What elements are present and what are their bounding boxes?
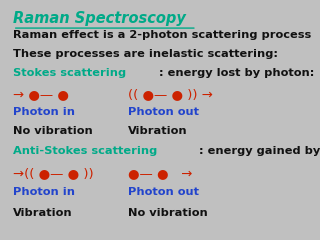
- Text: ●— ●   →: ●— ● →: [128, 167, 192, 180]
- Text: No vibration: No vibration: [13, 126, 92, 136]
- Text: Photon in: Photon in: [13, 187, 75, 197]
- Text: These processes are inelastic scattering:: These processes are inelastic scattering…: [13, 49, 278, 59]
- Text: Raman effect is a 2-photon scattering process: Raman effect is a 2-photon scattering pr…: [13, 30, 311, 40]
- Text: Vibration: Vibration: [13, 208, 72, 218]
- Text: Photon out: Photon out: [128, 187, 199, 197]
- Text: Photon out: Photon out: [128, 107, 199, 117]
- Text: Vibration: Vibration: [128, 126, 188, 136]
- Text: Photon in: Photon in: [13, 107, 75, 117]
- Text: →(( ●— ● )): →(( ●— ● )): [13, 167, 93, 180]
- Text: → ●— ●: → ●— ●: [13, 88, 69, 101]
- Text: No vibration: No vibration: [128, 208, 208, 218]
- Text: (( ●— ● )) →: (( ●— ● )) →: [128, 88, 213, 101]
- Text: Stokes scattering: Stokes scattering: [13, 68, 126, 78]
- Text: : energy gained by photon:: : energy gained by photon:: [199, 146, 320, 156]
- Text: Anti-Stokes scattering: Anti-Stokes scattering: [13, 146, 157, 156]
- Text: : energy lost by photon:: : energy lost by photon:: [159, 68, 314, 78]
- Text: Raman Spectroscopy: Raman Spectroscopy: [13, 11, 186, 26]
